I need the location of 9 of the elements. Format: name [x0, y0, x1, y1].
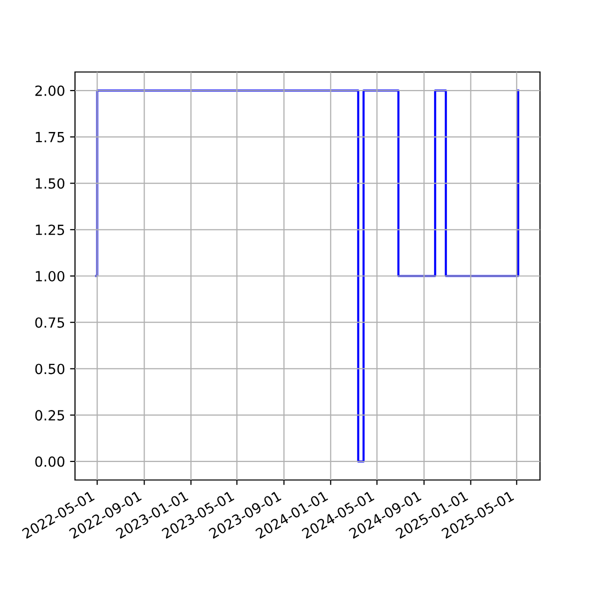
y-tick-label: 0.25 [35, 410, 64, 421]
y-tick-label: 0.50 [35, 364, 64, 374]
y-tick-label: 1.50 [36, 178, 64, 189]
y-tick-label: 0.00 [35, 456, 64, 467]
y-tick-label: 0.75 [35, 317, 64, 328]
y-tick-label: 1.75 [36, 132, 64, 142]
y-tick-label: 2.00 [35, 86, 64, 96]
y-tick-label: 1.25 [36, 224, 64, 236]
y-tick-label: 1.00 [36, 270, 64, 282]
